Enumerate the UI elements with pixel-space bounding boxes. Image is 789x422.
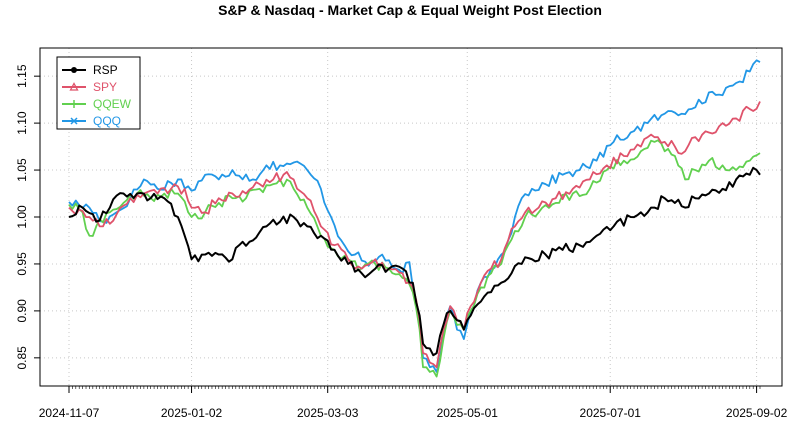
legend-label-qqew: QQEW: [93, 97, 132, 111]
y-axis: 0.85 0.90 0.95 1.00 1.05 1.10 1.15: [15, 64, 40, 370]
plot-frame: [39, 47, 783, 387]
y-tick-label: 0.90: [15, 299, 29, 323]
x-tick-label: 2025-07-01: [580, 406, 642, 420]
x-tick-label: 2025-01-02: [161, 406, 223, 420]
legend-label-rsp: RSP: [93, 63, 118, 77]
legend: RSP SPY QQEW QQQ: [56, 56, 141, 130]
legend-marker-rsp: [71, 67, 77, 73]
grid: [40, 48, 782, 386]
x-tick-label: 2025-05-01: [437, 406, 499, 420]
y-tick-label: 0.85: [15, 346, 29, 370]
series-line-qqew: [68, 139, 761, 378]
y-tick-label: 1.15: [15, 64, 29, 88]
x-axis: 2024-11-07 2025-01-02 2025-03-03 2025-05-01…: [39, 385, 788, 420]
legend-label-qqq: QQQ: [93, 114, 121, 128]
legend-marker-qqq: [70, 117, 78, 125]
y-tick-label: 1.05: [15, 158, 29, 182]
x-tick-label: 2025-03-03: [297, 406, 359, 420]
series-line-rsp: [68, 166, 761, 357]
legend-label-spy: SPY: [93, 80, 117, 94]
x-tick-label: 2024-11-07: [39, 406, 100, 420]
y-tick-label: 0.95: [15, 252, 29, 276]
series-line-qqq: [68, 59, 761, 373]
series-lines: [68, 59, 761, 378]
chart-title: S&P & Nasdaq - Market Cap & Equal Weight…: [218, 2, 602, 18]
y-tick-label: 1.10: [15, 111, 29, 135]
legend-marker-spy: [69, 82, 79, 91]
y-tick-label: 1.00: [15, 205, 29, 229]
x-tick-label: 2025-09-02: [726, 406, 788, 420]
